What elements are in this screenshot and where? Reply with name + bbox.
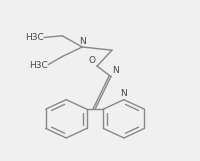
Text: N: N [79, 37, 86, 46]
Text: N: N [120, 89, 127, 98]
Text: O: O [88, 56, 95, 65]
Text: H3C: H3C [29, 61, 48, 70]
Text: N: N [113, 66, 119, 75]
Text: H3C: H3C [25, 33, 44, 42]
